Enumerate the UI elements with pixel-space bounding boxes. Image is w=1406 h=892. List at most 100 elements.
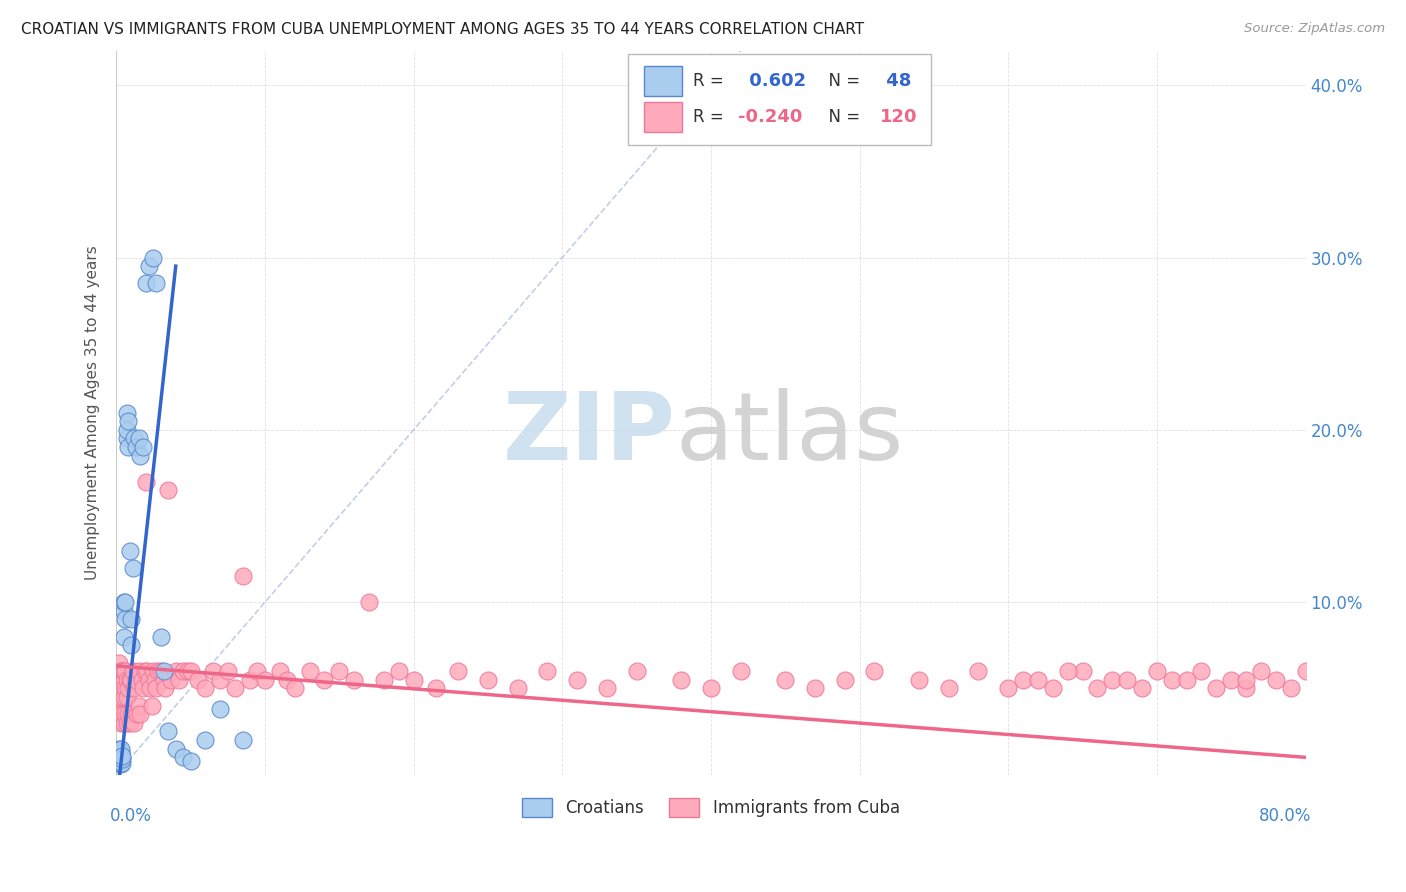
- Point: [239, 673, 262, 687]
- Text: N =: N =: [818, 108, 865, 127]
- Point: [908, 673, 931, 687]
- Point: [108, 750, 131, 764]
- Point: [402, 673, 425, 687]
- Point: [209, 673, 232, 687]
- Point: [118, 715, 141, 730]
- Point: [1250, 664, 1272, 678]
- Point: [110, 715, 132, 730]
- Point: [194, 733, 217, 747]
- Point: [246, 664, 269, 678]
- Point: [111, 681, 134, 696]
- Point: [153, 664, 176, 678]
- Point: [626, 664, 648, 678]
- Point: [373, 673, 395, 687]
- Point: [276, 673, 298, 687]
- Point: [114, 707, 136, 722]
- Point: [1087, 681, 1109, 696]
- Point: [863, 664, 886, 678]
- Point: [343, 673, 366, 687]
- Point: [143, 673, 166, 687]
- Point: [110, 741, 132, 756]
- Point: [121, 664, 143, 678]
- Text: Source: ZipAtlas.com: Source: ZipAtlas.com: [1244, 22, 1385, 36]
- Point: [118, 543, 141, 558]
- Point: [669, 673, 692, 687]
- Point: [187, 673, 209, 687]
- Point: [447, 664, 470, 678]
- Point: [108, 681, 131, 696]
- Point: [122, 715, 145, 730]
- Point: [804, 681, 827, 696]
- Point: [122, 432, 145, 446]
- Point: [1205, 681, 1227, 696]
- Point: [110, 664, 132, 678]
- Point: [108, 707, 131, 722]
- Point: [1234, 673, 1257, 687]
- Point: [110, 690, 132, 704]
- Point: [111, 664, 134, 678]
- Point: [108, 656, 131, 670]
- Point: [1026, 673, 1049, 687]
- Point: [111, 752, 134, 766]
- Point: [120, 673, 142, 687]
- Point: [1116, 673, 1139, 687]
- Point: [112, 604, 135, 618]
- Point: [112, 595, 135, 609]
- Point: [967, 664, 990, 678]
- Point: [1160, 673, 1182, 687]
- Point: [224, 681, 246, 696]
- Point: [773, 673, 796, 687]
- Point: [834, 673, 856, 687]
- Point: [209, 702, 232, 716]
- Point: [108, 754, 131, 768]
- Point: [112, 664, 135, 678]
- Point: [149, 630, 172, 644]
- Text: 120: 120: [880, 108, 917, 127]
- Text: 48: 48: [880, 72, 911, 90]
- Point: [114, 595, 136, 609]
- Point: [108, 747, 131, 761]
- Point: [111, 748, 134, 763]
- Text: N =: N =: [818, 72, 865, 90]
- Point: [155, 681, 177, 696]
- Point: [136, 664, 159, 678]
- Point: [1295, 664, 1317, 678]
- Point: [111, 707, 134, 722]
- Point: [110, 750, 132, 764]
- Point: [114, 612, 136, 626]
- Point: [253, 673, 276, 687]
- Point: [111, 756, 134, 770]
- Point: [194, 681, 217, 696]
- Point: [125, 707, 148, 722]
- Point: [117, 440, 139, 454]
- Point: [118, 673, 141, 687]
- Point: [157, 483, 180, 498]
- Point: [142, 664, 165, 678]
- Text: 0.602: 0.602: [742, 72, 806, 90]
- Point: [1056, 664, 1078, 678]
- Point: [135, 277, 157, 291]
- Point: [115, 715, 138, 730]
- Point: [1012, 673, 1035, 687]
- Point: [114, 664, 136, 678]
- Point: [132, 440, 155, 454]
- Point: [128, 698, 150, 713]
- Point: [1175, 673, 1198, 687]
- Point: [149, 664, 172, 678]
- Point: [124, 440, 146, 454]
- Point: [1220, 673, 1243, 687]
- Point: [110, 754, 132, 768]
- Point: [425, 681, 447, 696]
- Text: 0.0%: 0.0%: [110, 807, 152, 825]
- Point: [115, 423, 138, 437]
- Point: [138, 259, 160, 273]
- Point: [141, 698, 163, 713]
- Point: [145, 681, 167, 696]
- Point: [120, 707, 142, 722]
- Point: [1191, 664, 1213, 678]
- Point: [115, 673, 138, 687]
- FancyBboxPatch shape: [644, 102, 682, 133]
- Text: CROATIAN VS IMMIGRANTS FROM CUBA UNEMPLOYMENT AMONG AGES 35 TO 44 YEARS CORRELAT: CROATIAN VS IMMIGRANTS FROM CUBA UNEMPLO…: [21, 22, 865, 37]
- Point: [112, 630, 135, 644]
- Point: [117, 707, 139, 722]
